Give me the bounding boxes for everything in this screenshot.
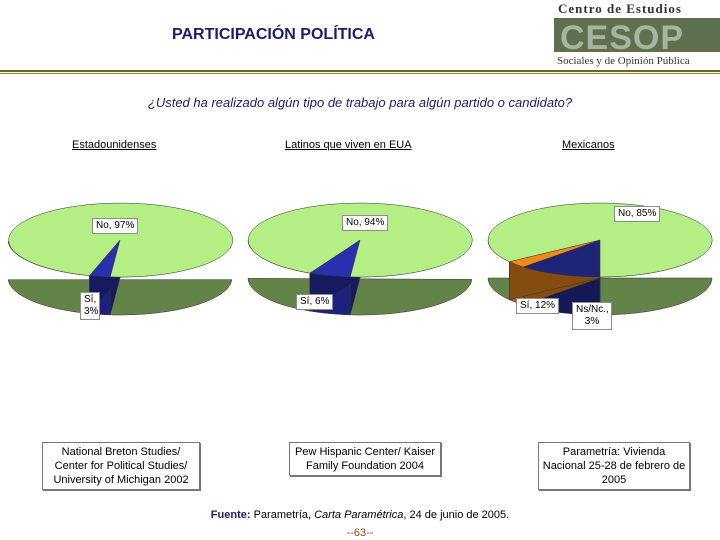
label-si-estadounidenses: Sí, 3% <box>80 292 100 320</box>
cesop-logo: Centro de Estudios CESOP Sociales y de O… <box>554 1 720 67</box>
chart-title-mexicanos: Mexicanos <box>562 139 615 151</box>
source-mexicanos: Parametría: Vivienda Nacional 25-28 de f… <box>538 442 690 490</box>
page-number: --63-- <box>346 527 374 539</box>
logo-line2: Sociales y de Opinión Pública <box>557 55 690 67</box>
label-nsnc-mexicanos: Ns/Nc., 3% <box>572 302 612 330</box>
footer-text-b: , 24 de junio de 2005. <box>403 509 510 521</box>
label-no-estadounidenses: No, 97% <box>92 218 139 234</box>
label-si-latinos: Sí, 6% <box>296 294 334 310</box>
logo-big: CESOP <box>560 19 684 57</box>
pie-slice-no <box>248 202 473 278</box>
chart-title-latinos: Latinos que viven en EUA <box>285 139 412 151</box>
footer-text-italic: Carta Paramétrica <box>314 509 404 521</box>
header-rule <box>0 70 720 72</box>
source-latinos: Pew Hispanic Center/ Kaiser Family Found… <box>289 442 441 476</box>
logo-line1: Centro de Estudios <box>558 1 682 16</box>
pie-slice-no <box>8 202 233 278</box>
pie-chart-estadounidenses <box>7 202 233 316</box>
pie-slice-s <box>522 239 601 278</box>
label-si-mexicanos: Sí, 12% <box>516 298 560 314</box>
page-title: PARTICIPACIÓN POLÍTICA <box>172 26 375 43</box>
chart-title-estadounidenses: Estadounidenses <box>72 139 157 151</box>
footer-source: Fuente: Parametría, Carta Paramétrica, 2… <box>0 509 720 521</box>
source-estadounidenses: National Breton Studies/ Center for Poli… <box>42 442 200 490</box>
label-no-mexicanos: No, 85% <box>614 206 661 222</box>
label-no-latinos: No, 94% <box>342 215 389 231</box>
footer-label: Fuente: <box>210 509 251 521</box>
survey-question: ¿Usted ha realizado algún tipo de trabaj… <box>147 95 573 110</box>
footer-text-a: Parametría, <box>250 509 315 521</box>
header-rule-thin <box>0 73 720 74</box>
logo-band <box>554 18 720 52</box>
